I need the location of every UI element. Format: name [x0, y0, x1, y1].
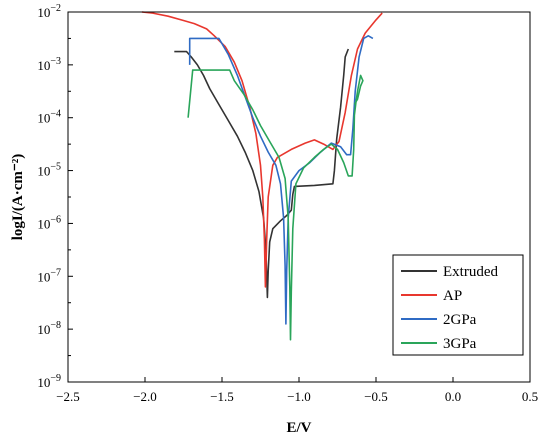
y-tick-label: 10−5 [37, 162, 61, 179]
series-line-2gpa [188, 35, 374, 325]
ticks-layer: −2.5 −2.0 −1.5 −1.0 −0.5 0.0 0.5 10−2 10−3 10−4 10… [37, 3, 538, 404]
legend-label-ap: AP [443, 288, 462, 304]
y-tick-label: 10−2 [37, 3, 61, 20]
y-tick-label: 10−3 [37, 56, 61, 73]
y-tick-label: 10−4 [37, 109, 61, 126]
y-tick-label: 10−7 [37, 267, 61, 284]
series-line-3gpa [187, 69, 364, 341]
series-line-extruded [174, 48, 350, 299]
x-tick-label: −0.5 [364, 389, 388, 404]
y-tick-label: 10−8 [37, 320, 61, 337]
legend: Extruded AP 2GPa 3GPa [392, 254, 524, 356]
legend-label-extruded: Extruded [443, 264, 498, 280]
x-tick-label: −1.0 [287, 389, 311, 404]
x-tick-label: 0.0 [445, 389, 461, 404]
x-tick-label: 0.5 [522, 389, 538, 404]
legend-label-3gpa: 3GPa [443, 336, 477, 352]
y-tick-label: 10−9 [37, 373, 61, 390]
y-axis-title: logI/(A·cm⁻²) [10, 154, 26, 241]
x-tick-label: −2.5 [56, 389, 80, 404]
x-axis-title: E/V [286, 420, 311, 436]
legend-label-2gpa: 2GPa [443, 312, 477, 328]
series-line-ap [141, 11, 383, 288]
y-tick-label: 10−6 [37, 214, 61, 231]
x-tick-label: −2.0 [133, 389, 157, 404]
series-layer [141, 11, 383, 341]
x-tick-label: −1.5 [210, 389, 234, 404]
